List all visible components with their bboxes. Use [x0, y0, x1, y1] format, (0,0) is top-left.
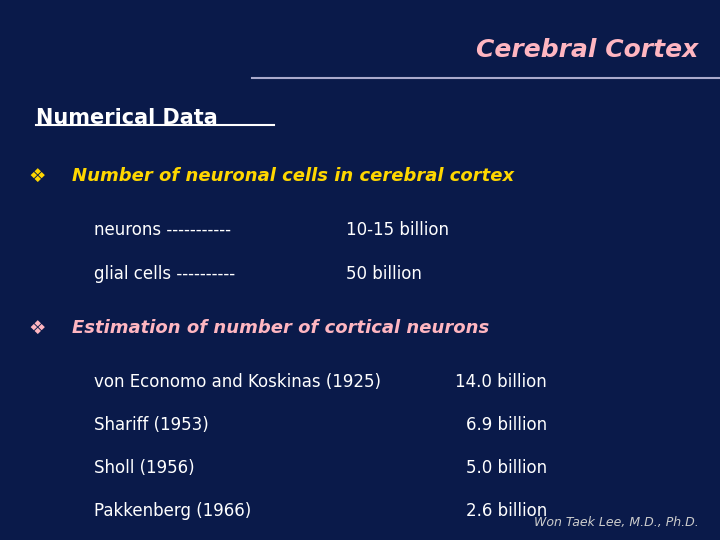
- Text: 50 billion: 50 billion: [346, 265, 421, 282]
- Text: Estimation of number of cortical neurons: Estimation of number of cortical neurons: [72, 319, 490, 336]
- Text: glial cells ----------: glial cells ----------: [94, 265, 235, 282]
- Text: Number of neuronal cells in cerebral cortex: Number of neuronal cells in cerebral cor…: [72, 167, 514, 185]
- Text: Numerical Data: Numerical Data: [36, 108, 217, 128]
- Text: Won Taek Lee, M.D., Ph.D.: Won Taek Lee, M.D., Ph.D.: [534, 516, 698, 529]
- Text: Cerebral Cortex: Cerebral Cortex: [476, 38, 698, 62]
- Text: 5.0 billion: 5.0 billion: [466, 459, 547, 477]
- Text: Sholl (1956): Sholl (1956): [94, 459, 194, 477]
- Text: ❖: ❖: [29, 319, 46, 338]
- Text: neurons -----------: neurons -----------: [94, 221, 230, 239]
- Text: 10-15 billion: 10-15 billion: [346, 221, 449, 239]
- Text: ❖: ❖: [29, 167, 46, 186]
- Text: Pakkenberg (1966): Pakkenberg (1966): [94, 502, 251, 520]
- Text: Shariff (1953): Shariff (1953): [94, 416, 208, 434]
- Text: 2.6 billion: 2.6 billion: [466, 502, 547, 520]
- Text: von Economo and Koskinas (1925): von Economo and Koskinas (1925): [94, 373, 381, 390]
- Text: 6.9 billion: 6.9 billion: [466, 416, 547, 434]
- Text: 14.0 billion: 14.0 billion: [456, 373, 547, 390]
